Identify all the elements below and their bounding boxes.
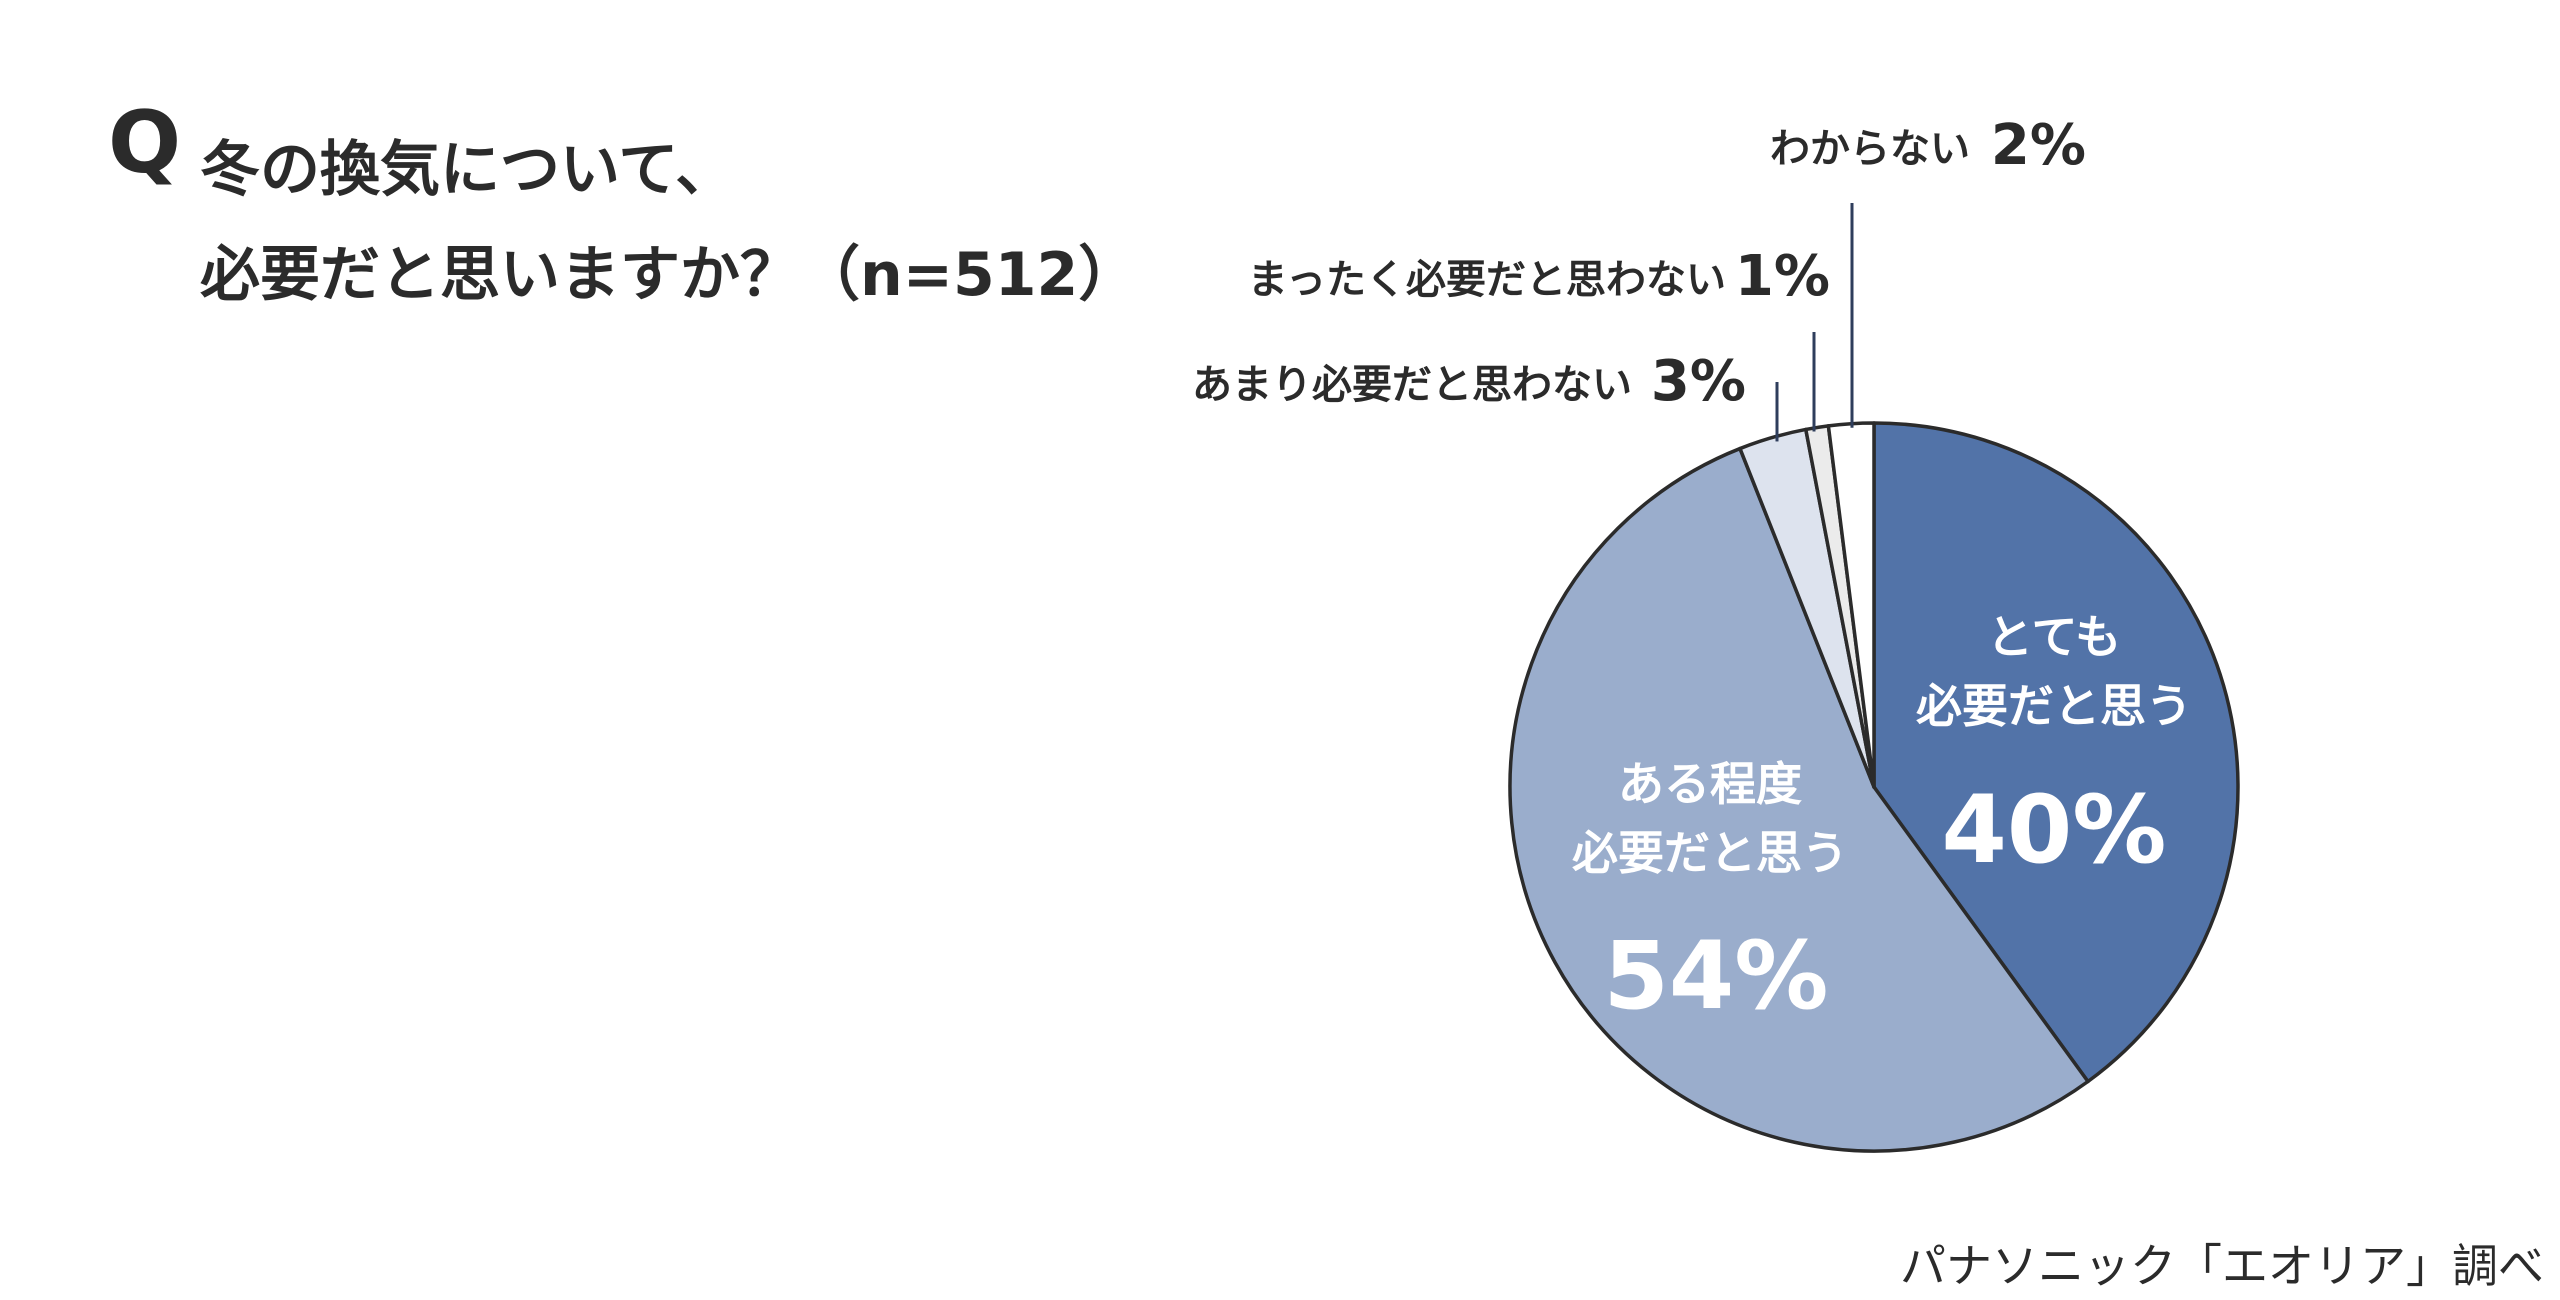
- slice-label-somewhat-necessary: ある程度: [1618, 757, 1802, 811]
- slice-label-very-necessary: とても: [1987, 610, 2121, 664]
- question-line-1: 冬の換気について、: [200, 135, 736, 205]
- slice-somewhat-necessary: [1508, 446, 2090, 1153]
- slice-value-not-at-all-necessary: 1%: [1735, 244, 1830, 309]
- slice-label-very-necessary: 必要だと思う: [1916, 679, 2192, 733]
- slice-value-dont-know: 2%: [1991, 113, 2086, 178]
- slice-very-necessary: [1872, 421, 2240, 1084]
- question-mark: Q: [108, 93, 182, 193]
- slice-value-very-necessary: 40%: [1942, 776, 2167, 885]
- question-line-2: 必要だと思いますか？（n=512）: [200, 240, 1139, 310]
- source-credit: パナソニック「エオリア」調べ: [1900, 1239, 2544, 1293]
- slice-label-not-at-all-necessary: まったく必要だと思わない: [1248, 257, 1726, 303]
- slice-value-somewhat-necessary: 54%: [1604, 922, 1829, 1031]
- question-title: 冬の換気について、 必要だと思いますか？（n=512）: [200, 140, 1138, 350]
- slice-label-not-very-necessary: あまり必要だと思わない: [1192, 362, 1632, 408]
- slice-label-dont-know: わからない: [1770, 126, 1970, 172]
- slice-value-not-very-necessary: 3%: [1651, 349, 1746, 414]
- slice-label-somewhat-necessary: 必要だと思う: [1572, 826, 1848, 880]
